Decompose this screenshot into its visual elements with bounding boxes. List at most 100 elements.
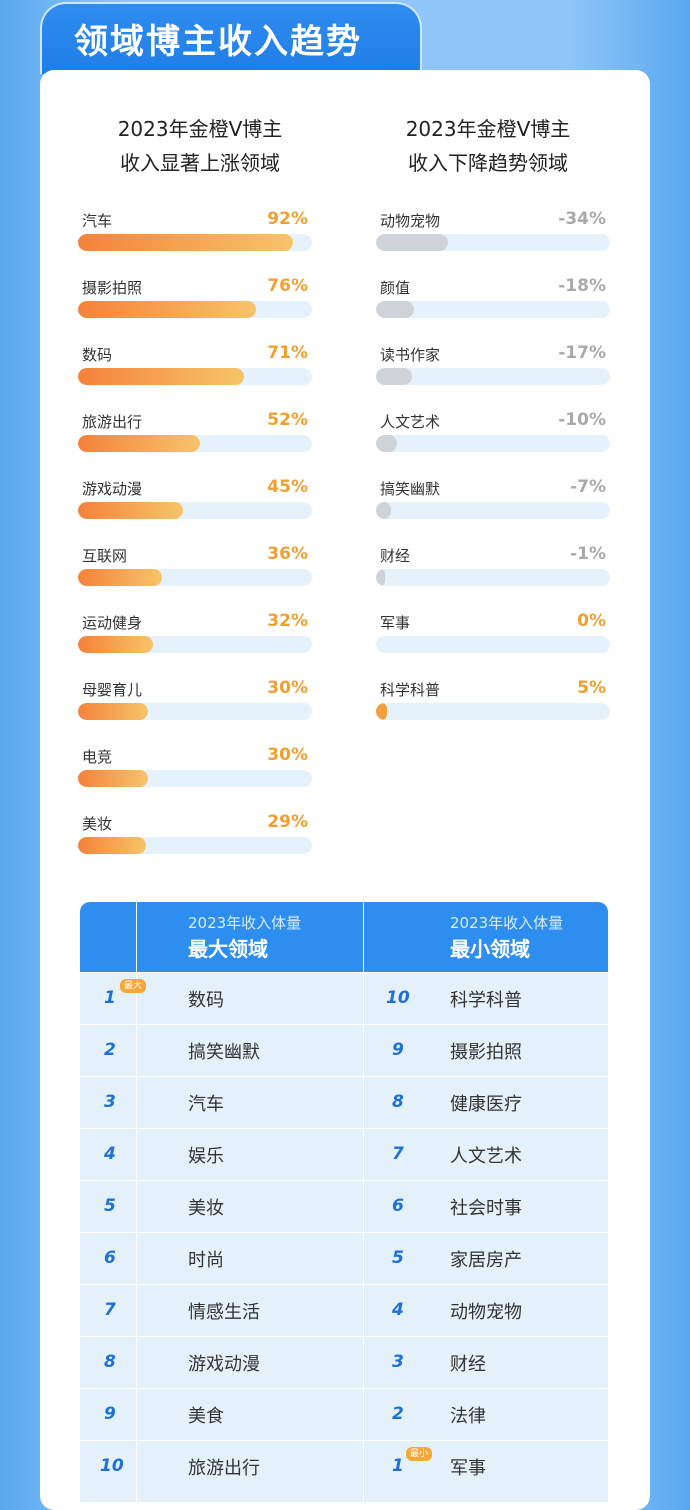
rise-bar-row: 美妆 29% (78, 812, 312, 865)
bar-category-label: 颜值 (380, 279, 411, 297)
bar-value-label: 32% (267, 611, 308, 631)
bar-category-label: 汽车 (82, 212, 113, 230)
bar-category-label: 母婴育儿 (82, 681, 143, 699)
rank-right: 5 (392, 1248, 404, 1268)
bar-track (78, 502, 312, 519)
bar-value-label: -17% (558, 343, 606, 363)
fall-bar (376, 502, 391, 519)
rank-left: 7 (104, 1300, 116, 1320)
table-row: 8 游戏动漫 3 财经 (80, 1336, 608, 1389)
badge-largest: 最大 (120, 979, 147, 993)
left-chart-heading: 2023年金橙V博主 收入显著上涨领域 (70, 112, 330, 180)
cell-smallest: 动物宠物 (450, 1302, 522, 1323)
rise-bar (78, 770, 148, 787)
fall-bar (376, 234, 448, 251)
fall-bar (376, 301, 414, 318)
bar-category-label: 人文艺术 (380, 413, 441, 431)
rise-bar (78, 301, 256, 318)
rise-bar-row: 互联网 36% (78, 544, 312, 597)
cell-smallest: 军事 (450, 1458, 486, 1479)
ranking-table: 2023年收入体量 最大领域 2023年收入体量 最小领域 1 数码 10 科学科普最… (80, 902, 608, 1502)
badge-smallest: 最小 (406, 1447, 433, 1461)
bar-track (376, 368, 610, 385)
fall-bar (376, 368, 412, 385)
bar-value-label: 36% (267, 544, 308, 564)
rank-left: 2 (104, 1040, 116, 1060)
fall-bar (376, 435, 397, 452)
fall-bar-row: 科学科普 5% (376, 678, 610, 731)
bar-category-label: 运动健身 (82, 614, 143, 632)
rise-bar (78, 234, 293, 251)
page-title: 领域博主收入趋势 (74, 22, 362, 62)
fall-bar-row: 动物宠物 -34% (376, 209, 610, 262)
bar-value-label: -7% (570, 477, 606, 497)
bar-track (376, 435, 610, 452)
bar-value-label: -18% (558, 276, 606, 296)
bar-track (376, 569, 610, 586)
bar-track (78, 837, 312, 854)
cell-largest: 娱乐 (188, 1146, 224, 1167)
rise-bar-row: 电竞 30% (78, 745, 312, 798)
rise-bar-row: 摄影拍照 76% (78, 276, 312, 329)
cell-largest: 美妆 (188, 1198, 224, 1219)
bar-track (376, 234, 610, 251)
cell-largest: 时尚 (188, 1250, 224, 1271)
table-row: 5 美妆 6 社会时事 (80, 1180, 608, 1233)
bar-value-label: 30% (267, 678, 308, 698)
bar-value-label: 29% (267, 812, 308, 832)
rise-bar-row: 游戏动漫 45% (78, 477, 312, 530)
fall-bar-row: 颜值 -18% (376, 276, 610, 329)
table-row: 3 汽车 8 健康医疗 (80, 1076, 608, 1129)
bar-category-label: 读书作家 (380, 346, 441, 364)
bar-track (376, 301, 610, 318)
rank-left: 8 (104, 1352, 116, 1372)
rise-bar-row: 运动健身 32% (78, 611, 312, 664)
bar-track (78, 636, 312, 653)
rise-bar (78, 636, 153, 653)
bar-value-label: 92% (267, 209, 308, 229)
bar-track (376, 703, 610, 720)
rank-right: 3 (392, 1352, 404, 1372)
bar-value-label: -10% (558, 410, 606, 430)
cell-largest: 数码 (188, 990, 224, 1011)
rank-left: 9 (104, 1404, 116, 1424)
header-largest-sub: 2023年收入体量 (188, 914, 302, 932)
header-smallest: 2023年收入体量 最小领域 (450, 912, 563, 962)
header-largest-main: 最大领域 (188, 937, 268, 961)
rise-bar (78, 502, 183, 519)
cell-smallest: 健康医疗 (450, 1094, 522, 1115)
cell-largest: 游戏动漫 (188, 1354, 260, 1375)
rise-bar (78, 435, 200, 452)
bar-category-label: 摄影拍照 (82, 279, 143, 297)
bar-value-label: 71% (267, 343, 308, 363)
bar-value-label: 52% (267, 410, 308, 430)
rank-right: 9 (392, 1040, 404, 1060)
table-row: 1 数码 10 科学科普 最大 (80, 972, 608, 1025)
cell-largest: 搞笑幽默 (188, 1042, 260, 1063)
bar-track (78, 435, 312, 452)
rank-right: 2 (392, 1404, 404, 1424)
bar-track (376, 502, 610, 519)
rank-right: 4 (392, 1300, 404, 1320)
table-row: 9 美食 2 法律 (80, 1388, 608, 1441)
rise-bar (78, 703, 148, 720)
rank-right: 10 (386, 988, 410, 1008)
rank-left: 4 (104, 1144, 116, 1164)
bar-track (78, 703, 312, 720)
title-tab (40, 2, 422, 74)
cell-smallest: 科学科普 (450, 990, 522, 1011)
table-row: 6 时尚 5 家居房产 (80, 1232, 608, 1285)
rank-right: 1 (392, 1456, 404, 1476)
bar-track (78, 234, 312, 251)
rank-right: 7 (392, 1144, 404, 1164)
fall-bar-row: 搞笑幽默 -7% (376, 477, 610, 530)
bar-category-label: 搞笑幽默 (380, 480, 441, 498)
bar-category-label: 电竞 (82, 748, 113, 766)
rise-bar (78, 837, 146, 854)
bar-category-label: 互联网 (82, 547, 128, 565)
fall-bar-row: 人文艺术 -10% (376, 410, 610, 463)
bar-category-label: 旅游出行 (82, 413, 143, 431)
header-smallest-sub: 2023年收入体量 (450, 914, 564, 932)
bar-track (78, 569, 312, 586)
rise-bar (376, 703, 387, 720)
